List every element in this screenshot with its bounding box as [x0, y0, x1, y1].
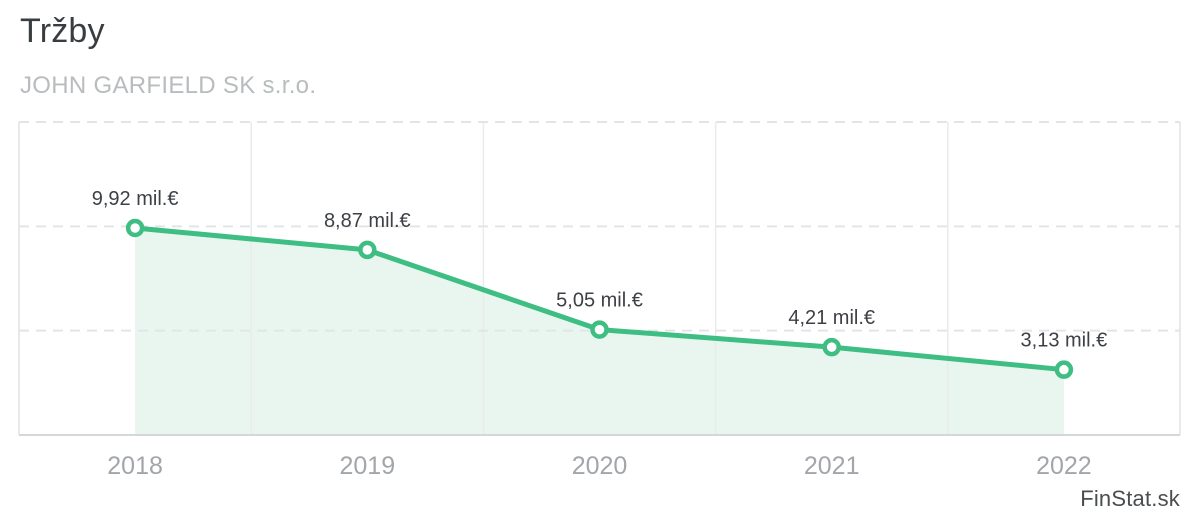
data-point-2019[interactable] — [358, 240, 377, 260]
company-name: JOHN GARFIELD SK s.r.o. — [20, 72, 317, 99]
data-point-2021[interactable] — [822, 337, 841, 357]
data-point-2022[interactable] — [1054, 360, 1074, 379]
data-point-2020[interactable] — [590, 320, 609, 339]
data-point-2018[interactable] — [125, 218, 145, 238]
data-point-label-2020: 5,05 mil.€ — [556, 290, 643, 312]
data-point-label-2021: 4,21 mil.€ — [788, 307, 875, 329]
x-tick-label-2022: 2022 — [1036, 452, 1092, 480]
x-tick-label-2020: 2020 — [572, 452, 628, 480]
x-tick-label-2021: 2021 — [804, 452, 860, 480]
x-tick-label-2018: 2018 — [107, 452, 163, 480]
data-point-label-2018: 9,92 mil.€ — [92, 188, 179, 210]
data-point-label-2022: 3,13 mil.€ — [1021, 330, 1108, 352]
data-point-label-2019: 8,87 mil.€ — [324, 210, 411, 232]
page-title: Tržby — [20, 12, 105, 50]
finstat-watermark-link[interactable]: FinStat.sk — [1080, 486, 1180, 511]
x-tick-label-2019: 2019 — [339, 452, 395, 480]
